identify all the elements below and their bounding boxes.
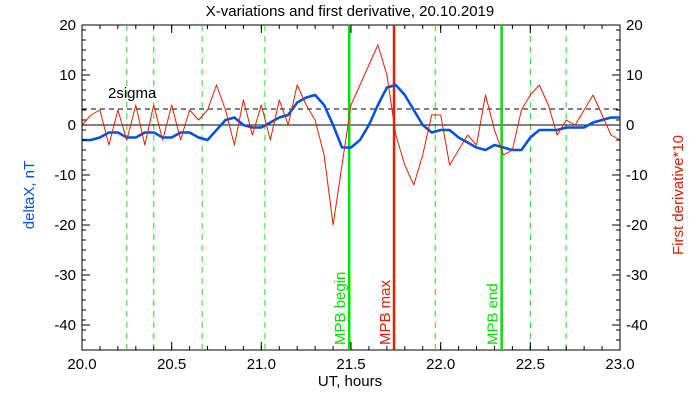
x-tick-label: 21.0: [247, 356, 276, 373]
mpb-marker-label: MPB end: [485, 283, 502, 345]
y-tick-label-right: 0: [626, 117, 634, 134]
y-tick-label-left: 20: [59, 17, 76, 34]
deltax-series-line: [82, 83, 620, 152]
vertical-markers: MPB begin MPB max MPB end: [82, 25, 620, 350]
mpb-marker-label: MPB begin: [332, 272, 349, 345]
x-tick-label: 22.5: [516, 356, 545, 373]
plot-frame: [81, 24, 621, 351]
y-tick-label-left: 10: [59, 67, 76, 84]
x-tick-label: 20.0: [67, 356, 96, 373]
x-tick-label: 23.0: [605, 356, 634, 373]
y-tick-label-right: 10: [626, 67, 643, 84]
y-tick-label-right: -30: [626, 267, 648, 284]
sigma-label: 2sigma: [108, 85, 157, 102]
x-tick-label: 20.5: [157, 356, 186, 373]
mpb-marker-label: MPB max: [377, 279, 394, 345]
y-axis-title-left: deltaX, nT: [21, 161, 38, 229]
y-tick-label-right: -40: [626, 317, 648, 334]
y-tick-label-left: -30: [54, 267, 76, 284]
y-tick-label-left: -40: [54, 317, 76, 334]
x-axis-title: UT, hours: [318, 373, 382, 390]
y-tick-label-left: 0: [68, 117, 76, 134]
y-tick-label-right: -20: [626, 217, 648, 234]
x-tick-label: 21.5: [336, 356, 365, 373]
plot-area: [81, 24, 621, 351]
y-tick-label-left: -10: [54, 167, 76, 184]
y-tick-label-right: 20: [626, 17, 643, 34]
y-axis-title-right: First derivative*10: [670, 135, 687, 255]
axis-ticks: 20.0 20.5 21.0 21.5 22.0 22.5 23.0 20 10 0 -10 -20 -…: [54, 17, 647, 373]
y-tick-label-left: -20: [54, 217, 76, 234]
y-tick-label-right: -10: [626, 167, 648, 184]
chart-title: X-variations and first derivative, 20.10…: [206, 3, 495, 20]
series-lines: [81, 44, 621, 226]
x-tick-label: 22.0: [426, 356, 455, 373]
derivative-series-line: [81, 44, 621, 226]
